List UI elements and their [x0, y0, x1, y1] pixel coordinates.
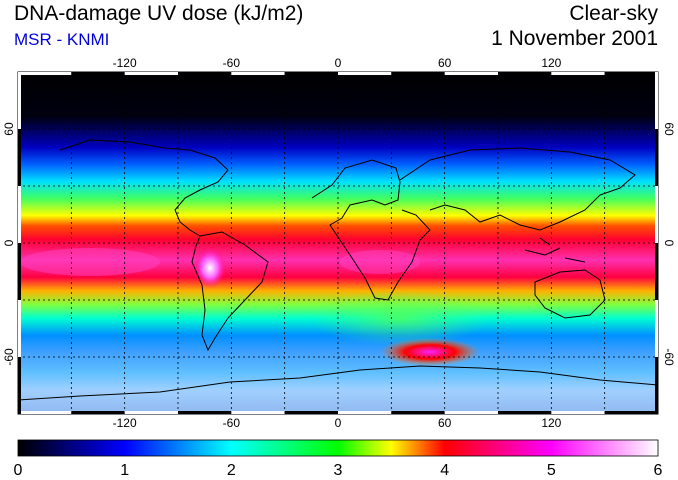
frame-segment	[18, 411, 72, 414]
frame-segment	[18, 72, 72, 75]
frame-segment	[655, 72, 658, 129]
frame-segment	[604, 411, 658, 414]
source-label: MSR - KNMI	[14, 30, 110, 49]
map-title: DNA-damage UV dose (kJ/m2)	[14, 2, 304, 25]
frame-segment	[18, 186, 21, 243]
frame-segment	[231, 72, 285, 75]
lat-tick-label-right: 0	[662, 240, 676, 247]
frame-segment	[71, 411, 125, 414]
lat-tick-label-left: -60	[2, 348, 16, 366]
lon-tick-label-bottom: -60	[223, 416, 241, 430]
frame-segment	[18, 300, 21, 357]
frame-ticks	[18, 72, 658, 414]
frame-segment	[124, 72, 178, 75]
frame-segment	[655, 300, 658, 357]
frame-segment	[18, 357, 21, 414]
frame-segment	[18, 243, 21, 300]
frame-segment	[338, 411, 392, 414]
lat-tick-label-left: 0	[2, 239, 16, 246]
coastlines	[18, 139, 658, 401]
lon-tick-label-top: 0	[335, 56, 342, 70]
frame-segment	[18, 72, 21, 129]
frame-segment	[655, 129, 658, 186]
colorbar-tick-label: 4	[440, 462, 449, 479]
frame-segment	[338, 72, 392, 75]
colorbar-tick-label: 0	[14, 462, 23, 479]
indonesia-islands	[524, 237, 586, 263]
lon-tick-label-bottom: 120	[541, 416, 561, 430]
frame-segment	[178, 411, 232, 414]
lon-tick-label-top: -120	[113, 56, 137, 70]
frame-segment	[551, 72, 605, 75]
north-america-coast	[59, 139, 229, 237]
antarctica-coast	[18, 365, 658, 401]
lon-tick-label-top: -60	[223, 56, 241, 70]
sky-condition-label: Clear-sky	[569, 2, 658, 25]
europe-africa-coast	[311, 159, 431, 301]
frame-segment	[551, 411, 605, 414]
graticule	[18, 72, 658, 414]
south-green-plume	[310, 290, 490, 346]
asia-coast	[399, 147, 636, 231]
colorbar-tick-label: 2	[227, 462, 236, 479]
frame-segment	[284, 411, 338, 414]
date-label: 1 November 2001	[491, 27, 658, 50]
frame-segment	[655, 357, 658, 414]
colorbar-tick-label: 3	[334, 462, 343, 479]
lat-tick-label-right: -60	[662, 348, 676, 366]
lat-tick-label-right: 60	[662, 122, 676, 136]
lat-tick-label-left: 60	[2, 122, 16, 136]
frame-segment	[284, 72, 338, 75]
frame-segment	[124, 411, 178, 414]
colorbar-tick-label: 1	[120, 462, 129, 479]
frame-segment	[18, 129, 21, 186]
australia-coast	[534, 269, 606, 319]
lon-tick-label-bottom: 0	[335, 416, 342, 430]
lon-tick-label-bottom: -120	[113, 416, 137, 430]
frame-segment	[655, 186, 658, 243]
frame-segment	[498, 411, 552, 414]
pacific-pink-band	[20, 248, 160, 276]
frame-segment	[231, 411, 285, 414]
andes-hotspot	[194, 248, 226, 288]
frame-segment	[498, 72, 552, 75]
lon-tick-label-top: 120	[541, 56, 561, 70]
frame-segment	[391, 411, 445, 414]
colorbar-tick-label: 5	[547, 462, 556, 479]
south-america-coast	[191, 231, 269, 352]
frame-segment	[604, 72, 658, 75]
frame-segment	[71, 72, 125, 75]
frame-segment	[444, 411, 498, 414]
colorbar-tick-label: 6	[654, 462, 663, 479]
frame-segment	[178, 72, 232, 75]
frame-segment	[444, 72, 498, 75]
lon-tick-label-bottom: 60	[438, 416, 452, 430]
lon-tick-label-top: 60	[438, 56, 452, 70]
colorbar	[17, 439, 659, 457]
frame-segment	[391, 72, 445, 75]
africa-pink-band	[340, 250, 420, 274]
frame-segment	[655, 243, 658, 300]
